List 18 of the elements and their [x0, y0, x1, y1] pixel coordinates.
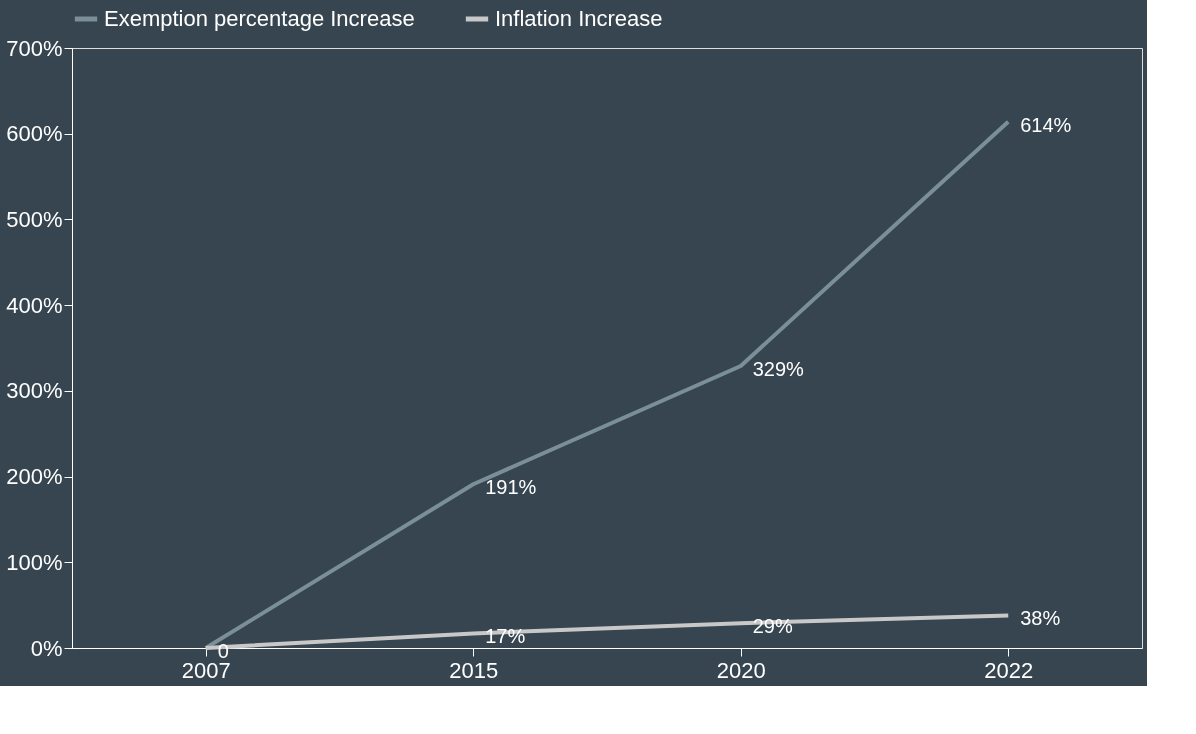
- data-label: 38%: [1020, 607, 1061, 630]
- y-tick-label: 300%: [6, 378, 63, 404]
- data-label: 614%: [1020, 113, 1072, 136]
- y-tick-label: 700%: [6, 35, 63, 61]
- data-label: 191%: [485, 476, 537, 499]
- y-tick-label: 0%: [30, 635, 63, 661]
- y-tick-label: 500%: [6, 206, 63, 232]
- y-tick-label: 100%: [6, 549, 63, 575]
- x-tick-label: 2020: [716, 657, 766, 683]
- legend-label: Inflation Increase: [495, 6, 663, 31]
- legend-label: Exemption percentage Increase: [104, 6, 415, 31]
- x-tick-label: 2022: [984, 657, 1034, 683]
- x-tick-label: 2007: [181, 657, 231, 683]
- y-tick-label: 400%: [6, 292, 63, 318]
- data-label: 329%: [752, 358, 805, 380]
- x-tick-label: 2015: [449, 657, 499, 683]
- y-tick-label: 200%: [6, 464, 63, 490]
- y-tick-label: 600%: [6, 121, 63, 147]
